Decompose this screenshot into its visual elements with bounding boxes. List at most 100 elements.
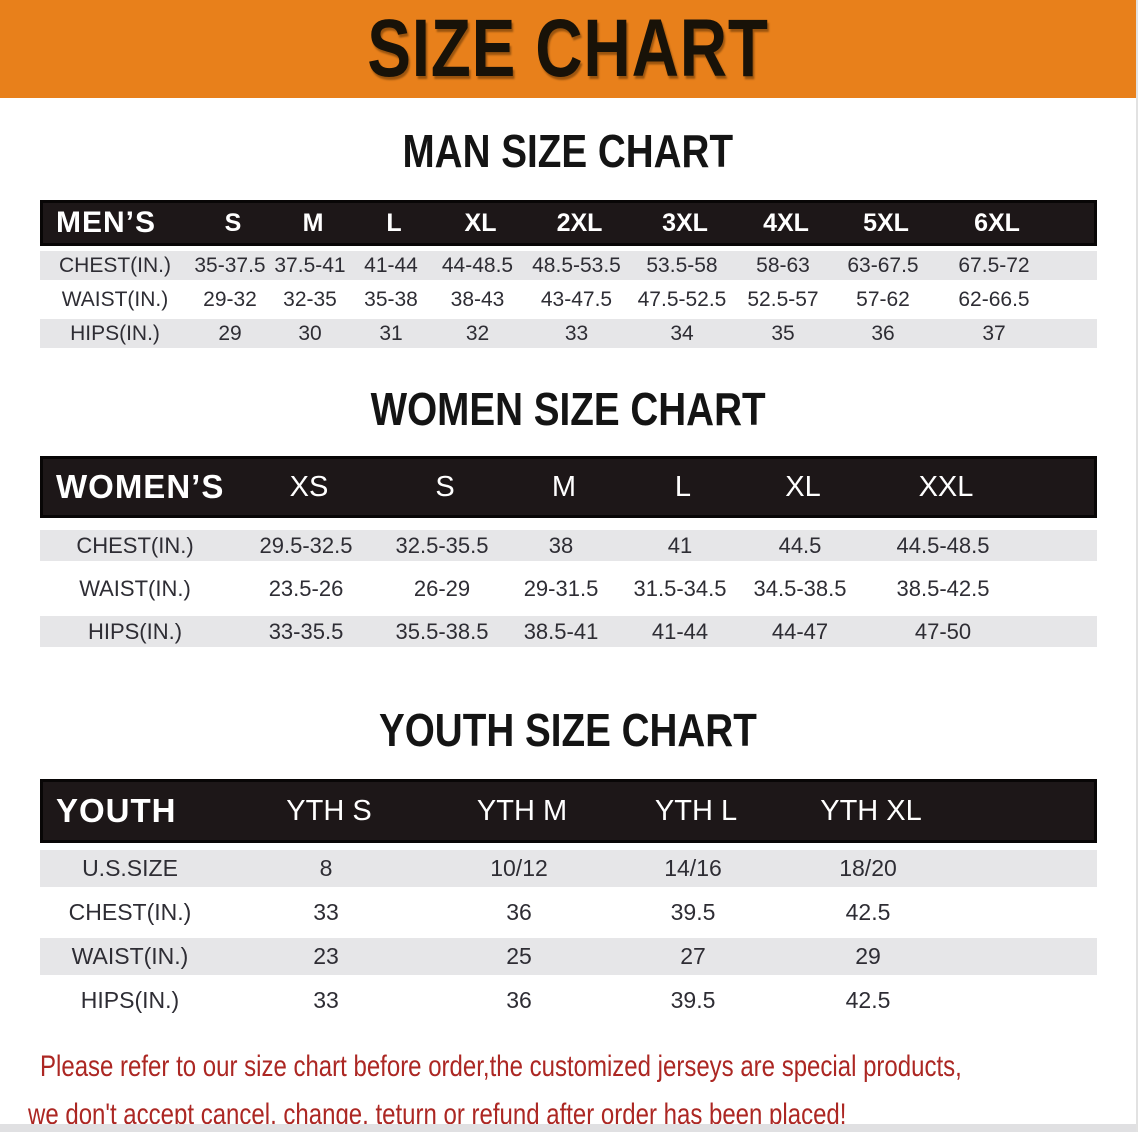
youth-ussize-row: U.S.SIZE 8 10/12 14/16 18/20: [40, 850, 1097, 887]
youth-size-col: YTH S: [286, 794, 372, 827]
men-hips-row: HIPS(IN.) 29 30 31 32 33 34 35 36 37: [40, 319, 1097, 348]
row-label: WAIST(IN.): [71, 943, 189, 969]
value-cell: 30: [298, 321, 322, 345]
row-label: WAIST(IN.): [61, 287, 169, 311]
row-label: HIPS(IN.): [70, 321, 160, 345]
row-label: HIPS(IN.): [80, 987, 180, 1013]
men-size-col: L: [386, 208, 402, 237]
women-section-title: WOMEN SIZE CHART: [0, 382, 1136, 436]
youth-section-title: YOUTH SIZE CHART: [0, 703, 1136, 757]
value-cell: 34: [670, 321, 694, 345]
value-cell: 34.5-38.5: [753, 575, 847, 601]
disclaimer-line-2: we don't accept cancel, change, teturn o…: [28, 1098, 847, 1131]
value-cell: 47.5-52.5: [637, 287, 727, 311]
row-label: WAIST(IN.): [79, 575, 191, 601]
value-cell: 47-50: [914, 618, 972, 644]
value-cell: 41-44: [651, 618, 709, 644]
value-cell: 29-31.5: [523, 575, 599, 601]
men-size-col: S: [224, 208, 242, 237]
value-cell: 33: [564, 321, 589, 345]
value-cell: 48.5-53.5: [532, 253, 621, 277]
women-size-col: XS: [289, 470, 329, 503]
men-chest-row: CHEST(IN.) 35-37.5 37.5-41 41-44 44-48.5…: [40, 251, 1097, 280]
value-cell: 39.5: [670, 899, 716, 925]
men-size-col: XL: [464, 208, 497, 237]
value-cell: 26-29: [413, 575, 471, 601]
youth-hips-row: HIPS(IN.) 33 36 39.5 42.5: [40, 982, 1097, 1019]
men-table-header-row: MEN’S S M L XL 2XL 3XL 4XL 5XL 6XL: [40, 200, 1097, 246]
youth-section-title-text: YOUTH SIZE CHART: [379, 704, 757, 756]
value-cell: 35.5-38.5: [395, 618, 489, 644]
women-size-col: S: [435, 470, 455, 503]
women-section-title-text: WOMEN SIZE CHART: [370, 383, 766, 435]
youth-chest-row: CHEST(IN.) 33 36 39.5 42.5: [40, 894, 1097, 931]
value-cell: 38-43: [450, 287, 505, 311]
value-cell: 8: [319, 855, 333, 881]
value-cell: 35-38: [364, 287, 418, 311]
row-label: HIPS(IN.): [87, 618, 183, 644]
value-cell: 33: [313, 899, 339, 925]
value-cell: 37: [982, 321, 1006, 345]
women-hips-row: HIPS(IN.) 33-35.5 35.5-38.5 38.5-41 41-4…: [40, 616, 1097, 647]
value-cell: 41: [667, 532, 693, 558]
women-size-col: XL: [785, 470, 821, 503]
value-cell: 38.5-42.5: [896, 575, 990, 601]
value-cell: 44-48.5: [441, 253, 514, 277]
value-cell: 29: [855, 943, 881, 969]
value-cell: 41-44: [364, 253, 418, 277]
value-cell: 32-35: [283, 287, 337, 311]
men-size-col: 5XL: [863, 208, 909, 237]
men-section-title: MAN SIZE CHART: [0, 124, 1136, 178]
men-section-title-text: MAN SIZE CHART: [402, 125, 734, 177]
value-cell: 10/12: [490, 855, 548, 881]
women-waist-row: WAIST(IN.) 23.5-26 26-29 29-31.5 31.5-34…: [40, 573, 1097, 604]
value-cell: 23: [313, 943, 339, 969]
value-cell: 53.5-58: [646, 253, 718, 277]
women-header-label: WOMEN’S: [56, 468, 225, 505]
men-size-col: 2XL: [556, 208, 603, 237]
value-cell: 35: [771, 321, 795, 345]
disclaimer-line-1: Please refer to our size chart before or…: [40, 1050, 962, 1083]
value-cell: 31.5-34.5: [633, 575, 727, 601]
value-cell: 57-62: [856, 287, 910, 311]
value-cell: 63-67.5: [847, 253, 919, 277]
value-cell: 36: [506, 899, 532, 925]
value-cell: 43-47.5: [540, 287, 613, 311]
value-cell: 33-35.5: [268, 618, 344, 644]
value-cell: 25: [506, 943, 532, 969]
men-size-table: MEN’S S M L XL 2XL 3XL 4XL 5XL 6XL CHEST…: [40, 200, 1097, 348]
men-waist-row: WAIST(IN.) 29-32 32-35 35-38 38-43 43-47…: [40, 285, 1097, 314]
banner: SIZE CHART: [0, 0, 1136, 98]
women-size-col: L: [674, 470, 692, 503]
women-chest-row: CHEST(IN.) 29.5-32.5 32.5-35.5 38 41 44.…: [40, 530, 1097, 561]
disclaimer-note: Please refer to our size chart before or…: [0, 1045, 1136, 1141]
value-cell: 29-32: [203, 287, 257, 311]
women-size-table: WOMEN’S XS S M L XL XXL CHEST(IN.) 29.5-…: [40, 456, 1097, 647]
value-cell: 67.5-72: [958, 253, 1030, 277]
youth-waist-row: WAIST(IN.) 23 25 27 29: [40, 938, 1097, 975]
value-cell: 39.5: [670, 987, 716, 1013]
value-cell: 32: [465, 321, 490, 345]
value-cell: 36: [506, 987, 532, 1013]
value-cell: 31: [379, 321, 403, 345]
value-cell: 35-37.5: [194, 253, 266, 277]
men-size-col: 4XL: [763, 208, 809, 237]
value-cell: 27: [680, 943, 706, 969]
value-cell: 23.5-26: [268, 575, 344, 601]
youth-size-table: YOUTH YTH S YTH M YTH L YTH XL U.S.SIZE …: [40, 779, 1097, 1019]
row-label: CHEST(IN.): [76, 532, 194, 558]
value-cell: 42.5: [845, 899, 891, 925]
value-cell: 36: [871, 321, 895, 345]
bottom-edge-strip: [0, 1124, 1136, 1132]
value-cell: 33: [313, 987, 339, 1013]
row-label: CHEST(IN.): [59, 253, 171, 277]
women-table-header-row: WOMEN’S XS S M L XL XXL: [40, 456, 1097, 518]
value-cell: 32.5-35.5: [395, 532, 489, 558]
men-size-col: 3XL: [662, 208, 708, 237]
women-size-col: M: [551, 470, 577, 503]
row-label: U.S.SIZE: [82, 855, 178, 881]
value-cell: 29: [218, 321, 242, 345]
value-cell: 14/16: [664, 855, 722, 881]
row-label: CHEST(IN.): [68, 899, 192, 925]
youth-size-col: YTH L: [654, 794, 738, 827]
